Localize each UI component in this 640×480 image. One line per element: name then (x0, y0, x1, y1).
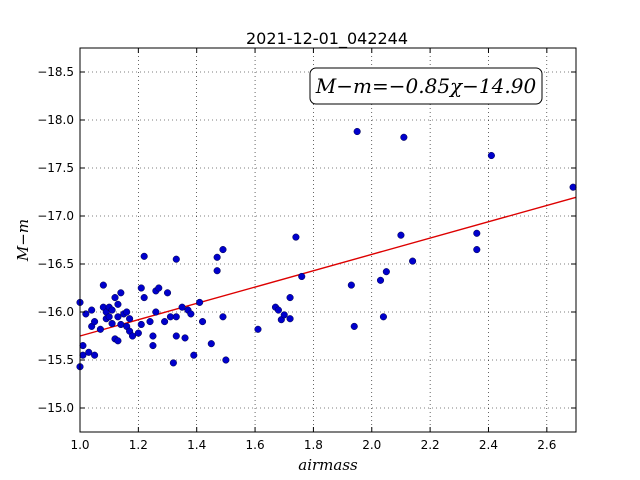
data-point (473, 229, 481, 237)
data-point (126, 315, 134, 323)
data-point (350, 322, 358, 330)
x-tick-label: 1.4 (187, 438, 206, 452)
data-point (473, 246, 481, 254)
data-point (114, 300, 122, 308)
data-point (169, 359, 177, 367)
y-tick-label: −16.0 (37, 305, 74, 319)
data-point (347, 281, 355, 289)
x-axis-label: airmass (298, 456, 358, 474)
data-point (196, 298, 204, 306)
x-tick-label: 1.2 (129, 438, 148, 452)
data-point (487, 151, 495, 160)
data-point (219, 313, 227, 321)
y-tick-label: −17.5 (37, 161, 74, 175)
data-point (274, 306, 282, 314)
data-point (161, 318, 169, 326)
data-point (146, 318, 154, 326)
data-point (152, 308, 160, 316)
data-point (190, 351, 198, 359)
data-point (213, 253, 221, 261)
data-point (117, 289, 125, 297)
x-tick-label: 2.0 (362, 438, 381, 452)
grid-lines (79, 48, 576, 432)
annotation-text: M−m=−0.85χ−14.90 (315, 74, 537, 98)
y-tick-label: −15.5 (37, 353, 74, 367)
data-point (123, 308, 131, 316)
data-point (149, 332, 157, 340)
data-point (280, 311, 288, 319)
data-point (108, 306, 116, 314)
data-point (128, 332, 137, 340)
data-point (292, 233, 300, 241)
data-point (379, 313, 387, 321)
fit-line-group (79, 196, 577, 337)
data-point (114, 337, 122, 345)
data-point (286, 294, 294, 302)
data-point (137, 320, 145, 329)
data-point (111, 294, 119, 302)
x-tick-label: 1.0 (70, 438, 89, 452)
data-point (155, 284, 163, 292)
data-point (149, 342, 157, 350)
chart-title: 2021-12-01_042244 (246, 29, 408, 49)
y-tick-label: −17.0 (37, 209, 74, 223)
data-point (85, 348, 93, 356)
data-point (163, 289, 172, 297)
axis-ticks: 1.0 1.2 1.4 1.6 1.8 2.0 2.2 2.4 2.6 −15.0 −15.5 −16… (37, 48, 576, 452)
data-point (213, 267, 221, 275)
data-point (254, 325, 262, 333)
data-point (400, 133, 408, 141)
x-tick-label: 2.4 (479, 438, 498, 452)
data-point (91, 318, 99, 326)
y-tick-label: −18.5 (37, 65, 74, 79)
data-point (397, 231, 405, 239)
data-point (108, 319, 116, 328)
fit-annotation: M−m=−0.85χ−14.90 (309, 67, 543, 105)
data-points (76, 127, 577, 371)
y-tick-label: −15.0 (37, 401, 74, 415)
data-point (172, 313, 180, 321)
data-point (140, 252, 148, 260)
data-point (353, 127, 361, 136)
data-point (134, 329, 142, 337)
data-point (569, 183, 577, 191)
x-tick-label: 1.6 (246, 438, 265, 452)
data-point (140, 294, 148, 302)
data-point (178, 303, 186, 311)
data-point (187, 310, 195, 318)
fit-line (79, 196, 577, 337)
data-point (79, 351, 87, 359)
data-point (79, 342, 87, 350)
data-point (298, 272, 306, 281)
x-tick-label: 2.2 (421, 438, 440, 452)
data-point (88, 306, 96, 314)
data-point (382, 268, 390, 276)
data-point (96, 325, 104, 333)
y-tick-label: −18.0 (37, 113, 74, 127)
data-point (172, 332, 180, 340)
y-axis-label: M−m (14, 219, 32, 262)
data-point (198, 318, 207, 326)
data-point (105, 313, 113, 321)
data-point (222, 356, 230, 364)
data-point (172, 255, 180, 263)
data-point (376, 276, 385, 284)
data-point (114, 313, 122, 321)
data-point (91, 351, 99, 359)
data-point (181, 334, 189, 342)
data-point (219, 246, 227, 254)
data-point (137, 284, 145, 292)
data-point (207, 340, 215, 348)
data-point (99, 281, 107, 289)
x-tick-label: 1.8 (304, 438, 323, 452)
x-tick-label: 2.6 (537, 438, 556, 452)
annotation-box (309, 67, 543, 105)
data-point (409, 257, 417, 265)
y-tick-label: −16.5 (37, 257, 74, 271)
plot-frame (79, 47, 577, 433)
data-point (286, 315, 294, 323)
